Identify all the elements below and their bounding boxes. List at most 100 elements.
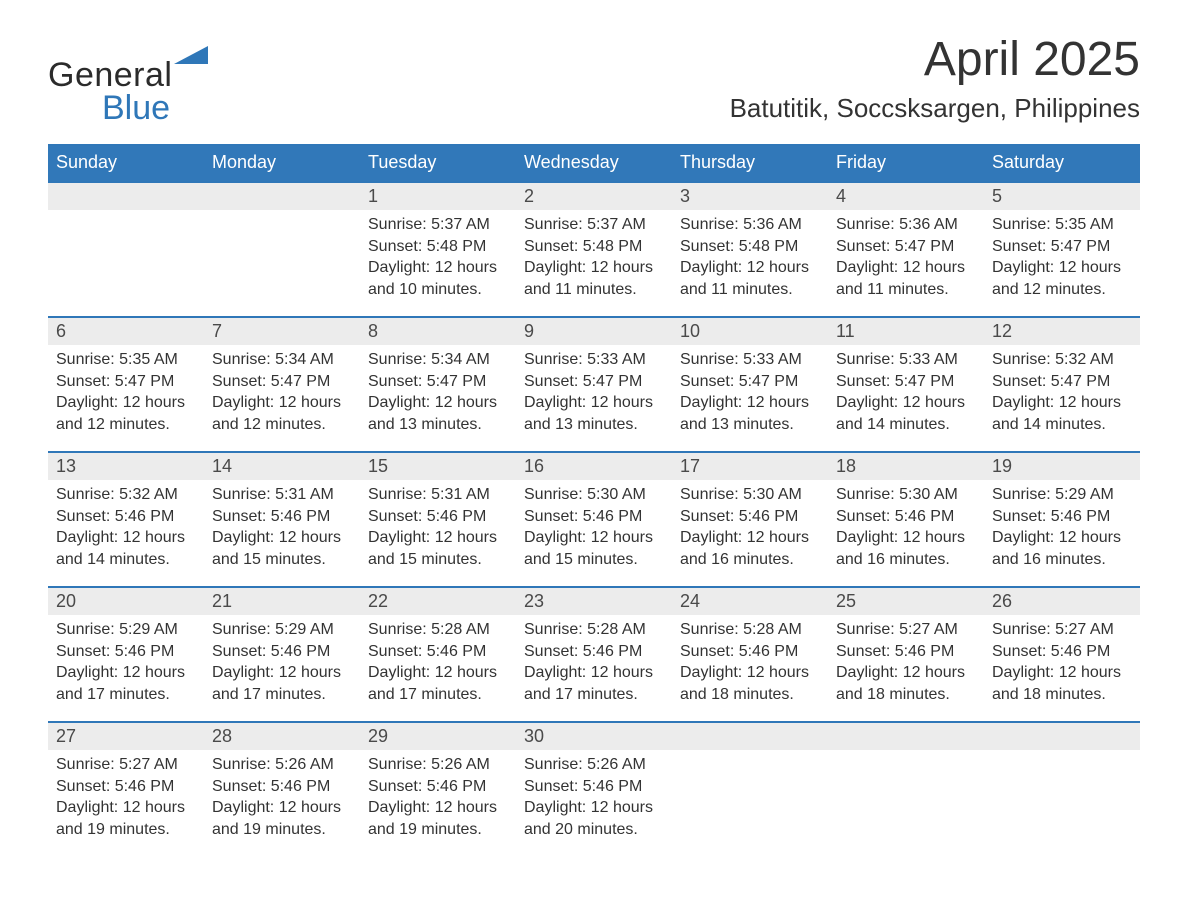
day-name: Tuesday (360, 146, 516, 181)
date-number: 8 (360, 318, 516, 345)
day-detail-cell: Sunrise: 5:33 AMSunset: 5:47 PMDaylight:… (516, 345, 672, 451)
day-detail-cell: Sunrise: 5:37 AMSunset: 5:48 PMDaylight:… (360, 210, 516, 316)
date-number (204, 183, 360, 210)
day-detail-row: Sunrise: 5:27 AMSunset: 5:46 PMDaylight:… (48, 750, 1140, 856)
date-number: 1 (360, 183, 516, 210)
date-number: 16 (516, 453, 672, 480)
date-number: 2 (516, 183, 672, 210)
date-number: 6 (48, 318, 204, 345)
day-detail-cell (48, 210, 204, 316)
page-subtitle: Batutitik, Soccsksargen, Philippines (730, 93, 1140, 124)
day-detail-cell: Sunrise: 5:30 AMSunset: 5:46 PMDaylight:… (516, 480, 672, 586)
date-number: 11 (828, 318, 984, 345)
day-detail-cell: Sunrise: 5:31 AMSunset: 5:46 PMDaylight:… (204, 480, 360, 586)
date-number: 28 (204, 723, 360, 750)
calendar-week: 27282930Sunrise: 5:27 AMSunset: 5:46 PMD… (48, 721, 1140, 856)
date-number (48, 183, 204, 210)
date-number (984, 723, 1140, 750)
day-detail-cell (984, 750, 1140, 856)
date-number: 18 (828, 453, 984, 480)
date-number: 7 (204, 318, 360, 345)
day-detail-cell: Sunrise: 5:28 AMSunset: 5:46 PMDaylight:… (672, 615, 828, 721)
day-name: Saturday (984, 146, 1140, 181)
date-number: 20 (48, 588, 204, 615)
day-detail-cell (672, 750, 828, 856)
day-detail-row: Sunrise: 5:35 AMSunset: 5:47 PMDaylight:… (48, 345, 1140, 451)
date-number-row: 20212223242526 (48, 588, 1140, 615)
calendar-week: 13141516171819Sunrise: 5:32 AMSunset: 5:… (48, 451, 1140, 586)
day-detail-cell: Sunrise: 5:26 AMSunset: 5:46 PMDaylight:… (516, 750, 672, 856)
page-title: April 2025 (730, 32, 1140, 87)
day-name: Monday (204, 146, 360, 181)
day-detail-cell: Sunrise: 5:28 AMSunset: 5:46 PMDaylight:… (360, 615, 516, 721)
day-detail-cell: Sunrise: 5:35 AMSunset: 5:47 PMDaylight:… (984, 210, 1140, 316)
calendar-week: 20212223242526Sunrise: 5:29 AMSunset: 5:… (48, 586, 1140, 721)
day-detail-cell: Sunrise: 5:35 AMSunset: 5:47 PMDaylight:… (48, 345, 204, 451)
date-number (672, 723, 828, 750)
day-name: Friday (828, 146, 984, 181)
day-detail-cell: Sunrise: 5:32 AMSunset: 5:46 PMDaylight:… (48, 480, 204, 586)
day-detail-cell: Sunrise: 5:30 AMSunset: 5:46 PMDaylight:… (828, 480, 984, 586)
day-detail-cell: Sunrise: 5:31 AMSunset: 5:46 PMDaylight:… (360, 480, 516, 586)
day-detail-cell: Sunrise: 5:37 AMSunset: 5:48 PMDaylight:… (516, 210, 672, 316)
day-detail-row: Sunrise: 5:32 AMSunset: 5:46 PMDaylight:… (48, 480, 1140, 586)
date-number: 12 (984, 318, 1140, 345)
day-detail-cell: Sunrise: 5:30 AMSunset: 5:46 PMDaylight:… (672, 480, 828, 586)
day-name: Thursday (672, 146, 828, 181)
brand-triangle-icon (174, 44, 210, 73)
date-number: 13 (48, 453, 204, 480)
date-number: 24 (672, 588, 828, 615)
day-detail-cell: Sunrise: 5:33 AMSunset: 5:47 PMDaylight:… (672, 345, 828, 451)
date-number: 5 (984, 183, 1140, 210)
date-number: 29 (360, 723, 516, 750)
day-detail-cell: Sunrise: 5:34 AMSunset: 5:47 PMDaylight:… (360, 345, 516, 451)
day-detail-cell: Sunrise: 5:33 AMSunset: 5:47 PMDaylight:… (828, 345, 984, 451)
day-detail-cell: Sunrise: 5:26 AMSunset: 5:46 PMDaylight:… (204, 750, 360, 856)
calendar-week: 6789101112 Sunrise: 5:35 AMSunset: 5:47 P… (48, 316, 1140, 451)
day-detail-cell: Sunrise: 5:29 AMSunset: 5:46 PMDaylight:… (984, 480, 1140, 586)
date-number: 30 (516, 723, 672, 750)
date-number: 21 (204, 588, 360, 615)
day-detail-cell: Sunrise: 5:32 AMSunset: 5:47 PMDaylight:… (984, 345, 1140, 451)
day-name-row: Sunday Monday Tuesday Wednesday Thursday… (48, 146, 1140, 181)
day-detail-cell: Sunrise: 5:29 AMSunset: 5:46 PMDaylight:… (204, 615, 360, 721)
brand-logo: General Blue (48, 44, 210, 128)
day-detail-row: Sunrise: 5:29 AMSunset: 5:46 PMDaylight:… (48, 615, 1140, 721)
page-header: General Blue April 2025 Batutitik, Soccs… (48, 32, 1140, 128)
weeks-container: 12345Sunrise: 5:37 AMSunset: 5:48 PMDayl… (48, 181, 1140, 856)
day-detail-cell: Sunrise: 5:34 AMSunset: 5:47 PMDaylight:… (204, 345, 360, 451)
date-number: 19 (984, 453, 1140, 480)
calendar-grid: Sunday Monday Tuesday Wednesday Thursday… (48, 144, 1140, 856)
day-detail-cell: Sunrise: 5:28 AMSunset: 5:46 PMDaylight:… (516, 615, 672, 721)
date-number: 17 (672, 453, 828, 480)
title-block: April 2025 Batutitik, Soccsksargen, Phil… (730, 32, 1140, 124)
date-number: 3 (672, 183, 828, 210)
date-number: 4 (828, 183, 984, 210)
day-name: Sunday (48, 146, 204, 181)
day-detail-cell: Sunrise: 5:36 AMSunset: 5:48 PMDaylight:… (672, 210, 828, 316)
day-detail-cell (828, 750, 984, 856)
calendar-page: General Blue April 2025 Batutitik, Soccs… (0, 0, 1188, 918)
date-number: 15 (360, 453, 516, 480)
date-number: 26 (984, 588, 1140, 615)
date-number: 10 (672, 318, 828, 345)
brand-word-2: Blue (102, 89, 170, 128)
date-number: 27 (48, 723, 204, 750)
calendar-week: 12345Sunrise: 5:37 AMSunset: 5:48 PMDayl… (48, 181, 1140, 316)
date-number: 22 (360, 588, 516, 615)
day-detail-cell: Sunrise: 5:36 AMSunset: 5:47 PMDaylight:… (828, 210, 984, 316)
day-detail-cell: Sunrise: 5:27 AMSunset: 5:46 PMDaylight:… (48, 750, 204, 856)
date-number-row: 27282930 (48, 723, 1140, 750)
date-number: 9 (516, 318, 672, 345)
day-detail-cell: Sunrise: 5:27 AMSunset: 5:46 PMDaylight:… (828, 615, 984, 721)
date-number: 25 (828, 588, 984, 615)
date-number (828, 723, 984, 750)
date-number-row: 12345 (48, 183, 1140, 210)
date-number: 23 (516, 588, 672, 615)
day-detail-cell: Sunrise: 5:27 AMSunset: 5:46 PMDaylight:… (984, 615, 1140, 721)
day-detail-cell: Sunrise: 5:29 AMSunset: 5:46 PMDaylight:… (48, 615, 204, 721)
day-detail-cell: Sunrise: 5:26 AMSunset: 5:46 PMDaylight:… (360, 750, 516, 856)
date-number: 14 (204, 453, 360, 480)
date-number-row: 13141516171819 (48, 453, 1140, 480)
day-detail-row: Sunrise: 5:37 AMSunset: 5:48 PMDaylight:… (48, 210, 1140, 316)
